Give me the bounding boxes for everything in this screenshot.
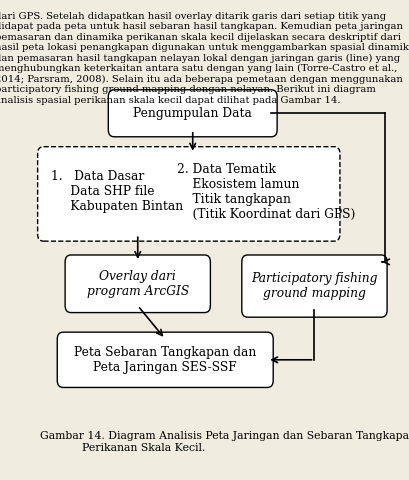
Text: Participatory fishing
ground mapping: Participatory fishing ground mapping <box>251 272 378 300</box>
Text: 1.   Data Dasar
     Data SHP file
     Kabupaten Bintan: 1. Data Dasar Data SHP file Kabupaten Bi… <box>52 170 184 213</box>
FancyBboxPatch shape <box>65 255 210 312</box>
FancyBboxPatch shape <box>242 255 387 317</box>
Text: Gambar 14. Diagram Analisis Peta Jaringan dan Sebaran Tangkapan
            Peri: Gambar 14. Diagram Analisis Peta Jaringa… <box>40 432 409 453</box>
Text: Pengumpulan Data: Pengumpulan Data <box>133 107 252 120</box>
Text: 2. Data Tematik
    Ekosistem lamun
    Titik tangkapan
    (Titik Koordinat dar: 2. Data Tematik Ekosistem lamun Titik ta… <box>177 163 355 221</box>
Text: dari GPS. Setelah didapatkan hasil overlay ditarik garis dari setiap titik yang
: dari GPS. Setelah didapatkan hasil overl… <box>0 12 409 105</box>
Text: Overlay dari
program ArcGIS: Overlay dari program ArcGIS <box>87 270 189 298</box>
Text: Peta Sebaran Tangkapan dan
Peta Jaringan SES-SSF: Peta Sebaran Tangkapan dan Peta Jaringan… <box>74 346 256 374</box>
FancyBboxPatch shape <box>108 90 277 137</box>
FancyBboxPatch shape <box>38 147 340 241</box>
FancyBboxPatch shape <box>57 332 273 387</box>
